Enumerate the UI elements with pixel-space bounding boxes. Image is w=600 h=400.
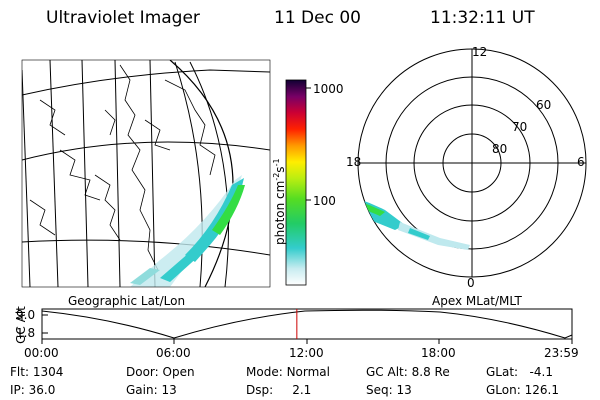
door-field: Door: Open: [126, 365, 195, 379]
polar-plot-panel: [357, 48, 587, 278]
unit-s: s: [273, 166, 287, 173]
unit-exp-1: -2: [272, 172, 281, 181]
unit-exp-2: -1: [272, 158, 281, 167]
orbit-xtick-1800: 18:00: [421, 346, 456, 360]
ip-field: IP: 36.0: [10, 383, 55, 397]
orbit-ytick-1-8: 1.8: [16, 326, 36, 340]
instrument-title: Ultraviolet Imager: [46, 8, 200, 28]
ip-label: IP:: [10, 383, 25, 397]
glat-label: GLat:: [486, 365, 519, 379]
mlt-label-18: 18: [346, 155, 362, 169]
gain-field: Gain: 13: [126, 383, 177, 397]
unit-base: photon cm: [273, 180, 287, 245]
glat-field: GLat: -4.1: [486, 365, 553, 379]
glat-value: -4.1: [529, 365, 553, 379]
coastline-outlines: [29, 64, 216, 271]
orbit-altitude-plot: [41, 308, 573, 344]
mode-label: Mode:: [246, 365, 283, 379]
orbit-xtick-1200: 12:00: [289, 346, 324, 360]
flt-field: Flt: 1304: [10, 365, 63, 379]
gain-label: Gain:: [126, 383, 158, 397]
mlat-label-70: 70: [512, 120, 528, 134]
geographic-map-panel: [22, 60, 270, 287]
dsp-label: Dsp:: [246, 383, 274, 397]
time-label: 11:32:11 UT: [430, 8, 535, 28]
altitude-curve: [41, 309, 573, 339]
glon-field: GLon: 126.1: [486, 383, 559, 397]
seq-field: Seq: 13: [366, 383, 412, 397]
colorbar: [285, 79, 307, 286]
geographic-panel-frame: [21, 59, 271, 288]
colorbar-label-100: 100: [313, 194, 336, 208]
colorbar-unit-label: photon cm-2s-1: [272, 158, 287, 245]
flt-label: Flt:: [10, 365, 29, 379]
glon-value: 126.1: [524, 383, 559, 397]
mlat-label-80: 80: [492, 142, 508, 156]
mlat-label-60: 60: [536, 98, 552, 112]
gcalt-label: GC Alt:: [366, 365, 408, 379]
mlt-label-12: 12: [472, 45, 488, 59]
aurora-emission-right: [358, 195, 470, 250]
aurora-emission-left: [130, 175, 245, 287]
mode-field: Mode: Normal: [246, 365, 330, 379]
dsp-field: Dsp: 2.1: [246, 383, 311, 397]
seq-label: Seq:: [366, 383, 393, 397]
door-value: Open: [162, 365, 195, 379]
orbit-xtick-2359: 23:59: [544, 346, 579, 360]
door-label: Door:: [126, 365, 159, 379]
gain-value: 13: [161, 383, 177, 397]
orbit-xtick-0000: 00:00: [24, 346, 59, 360]
mlt-label-0: 0: [467, 276, 475, 290]
glon-label: GLon:: [486, 383, 521, 397]
mode-value: Normal: [286, 365, 330, 379]
date-label: 11 Dec 00: [274, 8, 361, 28]
colorbar-label-1000: 1000: [313, 82, 344, 96]
apex-caption: Apex MLat/MLT: [432, 294, 522, 308]
dsp-value: 2.1: [292, 383, 312, 397]
gcalt-value: 8.8 Re: [411, 365, 450, 379]
gcalt-field: GC Alt: 8.8 Re: [366, 365, 450, 379]
orbit-ytick-9: 9.0: [16, 308, 36, 322]
orbit-xtick-0600: 06:00: [156, 346, 191, 360]
geographic-caption: Geographic Lat/Lon: [68, 294, 186, 308]
ip-value: 36.0: [28, 383, 56, 397]
flt-value: 1304: [32, 365, 64, 379]
mlt-label-6: 6: [577, 155, 585, 169]
seq-value: 13: [396, 383, 412, 397]
